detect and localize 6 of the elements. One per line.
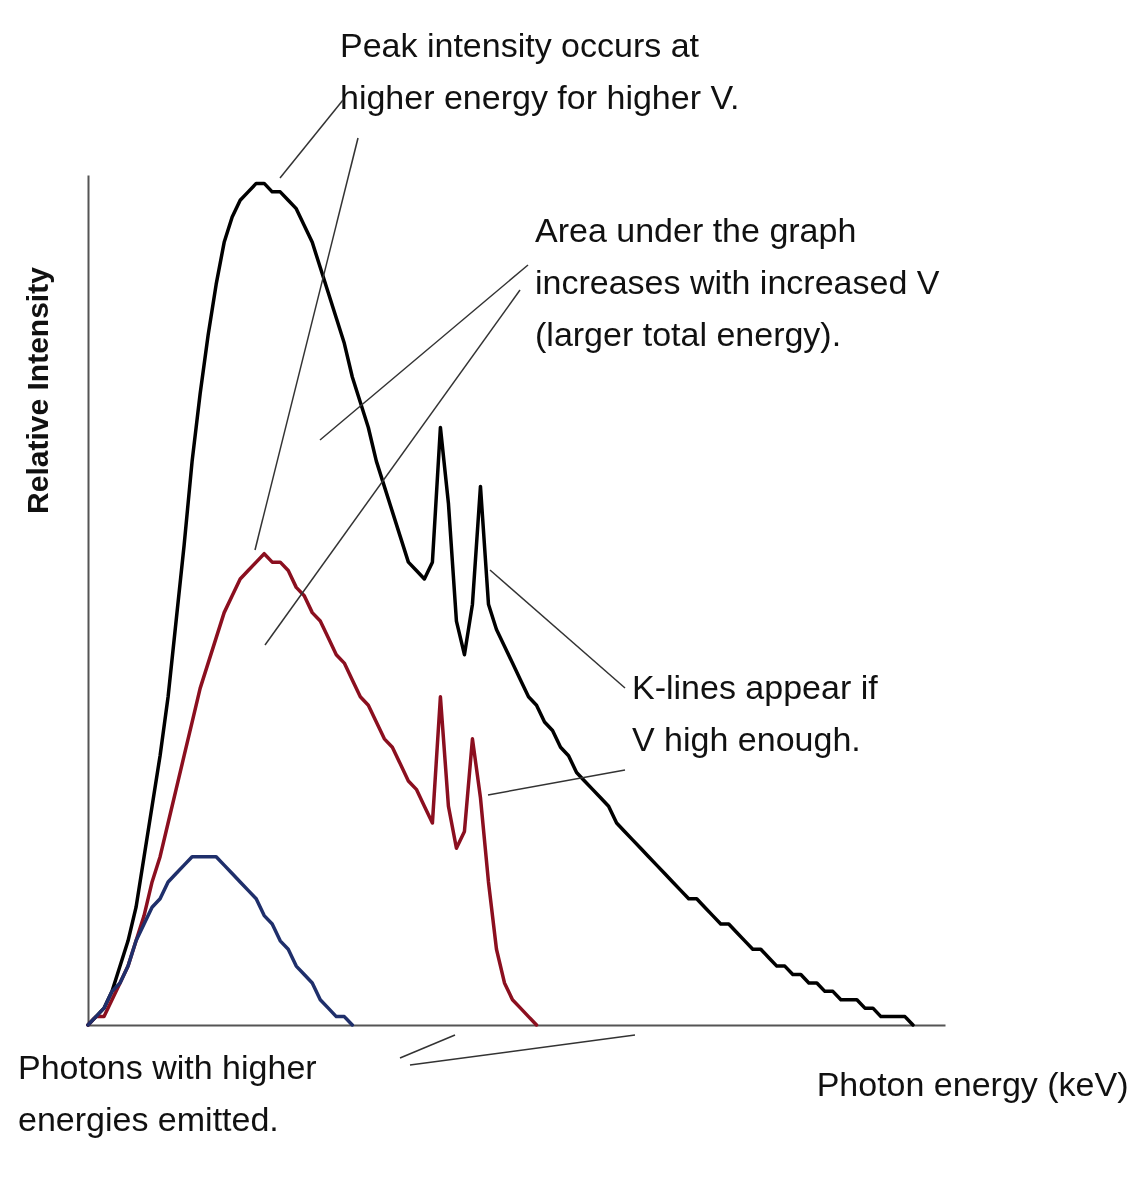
text: Peak intensity occurs at higher energy for higher V.: [340, 26, 740, 116]
annotation: K-lines appear if V high enough.: [632, 668, 879, 758]
x-axis-title: Photon energy (keV): [816, 1064, 1129, 1103]
annotation: Area under the graph increases with increased V (larger total energy).: [535, 211, 940, 353]
y-axis-title: Relative Intensity: [20, 266, 54, 514]
text: Photons with higher energies emitted.: [18, 1048, 317, 1138]
